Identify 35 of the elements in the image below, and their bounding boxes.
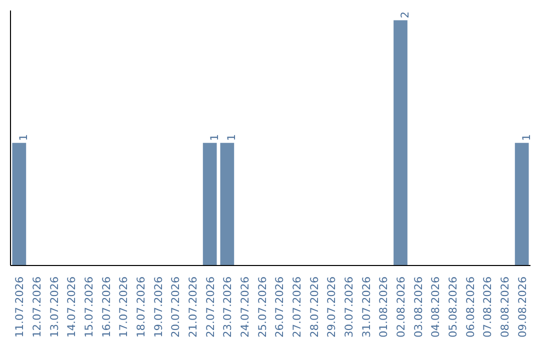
x-tick-label: 06.08.2026 [464,276,477,338]
x-tick-label: 02.08.2026 [394,276,408,338]
x-tick-label: 23.07.2026 [221,276,234,338]
x-tick-label: 18.07.2026 [134,276,148,338]
x-tick-label: 03.08.2026 [412,276,425,338]
data-label: 1 [208,134,221,141]
x-tick-label: 27.07.2026 [290,276,304,338]
x-tick-label: 31.07.2026 [360,276,373,338]
x-tick-label: 26.07.2026 [273,276,286,338]
x-tick-label: 14.07.2026 [65,276,78,338]
data-label: 1 [225,134,238,141]
x-tick-label: 16.07.2026 [100,276,113,338]
x-tick-label: 08.08.2026 [498,276,512,338]
x-tick-label: 21.07.2026 [186,276,200,338]
x-tick-label: 01.08.2026 [377,276,390,338]
x-tick-label: 25.07.2026 [256,276,269,338]
x-tick-label: 28.07.2026 [308,276,321,338]
x-tick-label: 19.07.2026 [152,276,165,338]
data-label: 1 [520,134,533,141]
x-tick-label: 05.08.2026 [446,276,460,338]
x-tick-label: 20.07.2026 [169,276,182,338]
x-tick-label: 29.07.2026 [325,276,338,338]
x-tick-label: 17.07.2026 [117,276,130,338]
x-tick-label: 22.07.2026 [204,276,217,338]
x-tick-label: 04.08.2026 [429,276,442,338]
x-tick-label: 24.07.2026 [238,276,252,338]
x-tick-label: 09.08.2026 [516,276,529,338]
x-tick-label: 15.07.2026 [82,276,96,338]
x-tick-label: 11.07.2026 [13,276,26,338]
x-tick-label: 13.07.2026 [48,276,61,338]
data-label: 1 [17,134,30,141]
x-tick-label: 12.07.2026 [30,276,44,338]
x-tick-label: 07.08.2026 [481,276,494,338]
data-label: 2 [398,12,412,18]
x-tick-label: 30.07.2026 [342,276,356,338]
